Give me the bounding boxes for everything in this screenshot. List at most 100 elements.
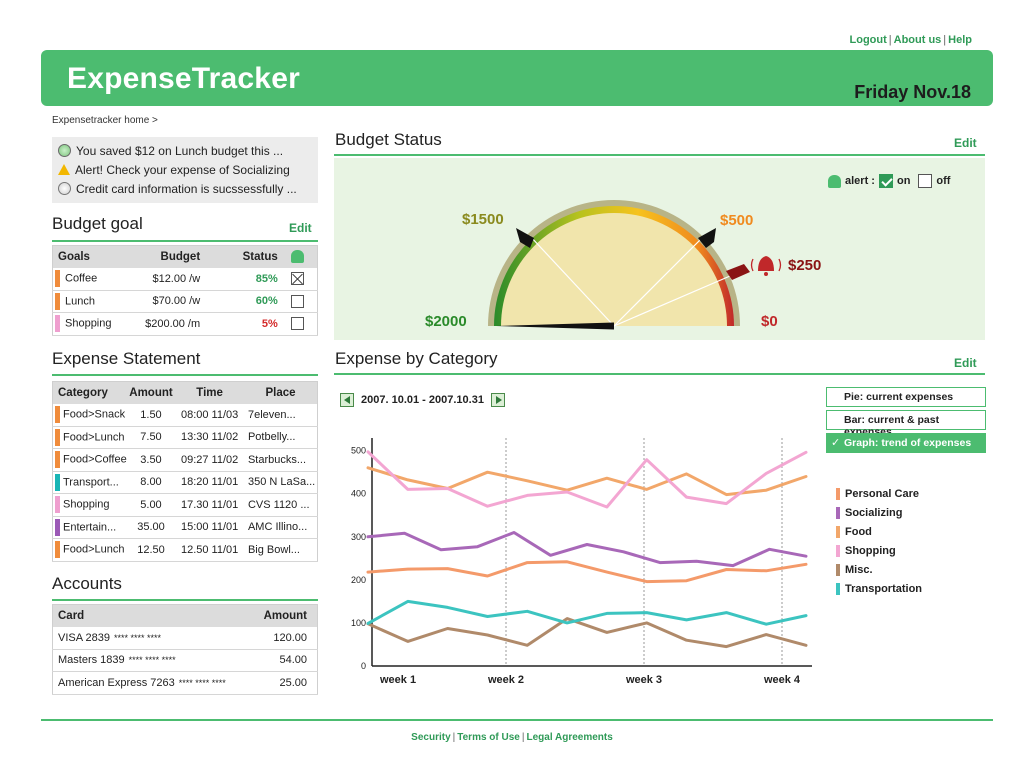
table-row[interactable]: Transport... 8.00 18:20 11/01 350 N LaSa... bbox=[52, 471, 318, 494]
gauge-label-500: $500 bbox=[720, 212, 753, 229]
separator: | bbox=[521, 732, 525, 743]
time-cell: 12.50 11/01 bbox=[175, 538, 244, 562]
budget-header: Budget bbox=[122, 245, 203, 268]
budget-goal-title: Budget goal bbox=[52, 214, 143, 233]
amount-cell: 7.50 bbox=[126, 426, 176, 449]
card-mask: **** **** **** bbox=[114, 632, 162, 643]
legend-item: Transportation bbox=[836, 579, 922, 598]
legend-swatch bbox=[836, 544, 840, 557]
logo[interactable]: ExpenseTracker bbox=[67, 62, 300, 95]
divider bbox=[334, 154, 985, 156]
category-cell: Food>Snack bbox=[52, 403, 127, 427]
status-header: Status bbox=[202, 245, 278, 268]
card-name: American Express 7263 bbox=[58, 676, 175, 689]
legend-swatch bbox=[836, 506, 840, 519]
notifications-panel: You saved $12 on Lunch budget this ... A… bbox=[52, 137, 318, 203]
legend-label: Transportation bbox=[845, 582, 923, 595]
prev-period-button[interactable] bbox=[340, 393, 354, 407]
time-cell: 18:20 11/01 bbox=[175, 471, 244, 494]
card-cell: Masters 1839 **** **** **** bbox=[52, 649, 248, 672]
table-row[interactable]: Masters 1839 **** **** **** 54.00 bbox=[52, 649, 318, 672]
gauge-face bbox=[501, 213, 727, 326]
budget-status-edit-link[interactable]: Edit bbox=[954, 136, 977, 150]
alert-checkbox[interactable] bbox=[290, 294, 304, 308]
table-row[interactable]: Food>Snack 1.50 08:00 11/03 7eleven... bbox=[52, 403, 318, 427]
amount-cell: 3.50 bbox=[126, 448, 176, 472]
table-row[interactable]: Shopping $200.00 /m 5% bbox=[52, 312, 318, 336]
amount-cell: 54.00 bbox=[247, 649, 318, 672]
view-bar-button[interactable]: Bar: current & past expenses bbox=[826, 410, 986, 438]
table-row[interactable]: Entertain... 35.00 15:00 11/01 AMC Illino..… bbox=[52, 516, 318, 539]
table-row[interactable]: Food>Lunch 7.50 13:30 11/02 Potbelly... bbox=[52, 426, 318, 449]
amount-cell: 12.50 bbox=[126, 538, 176, 562]
category-name: Food>Lunch bbox=[63, 431, 125, 444]
series-line bbox=[366, 617, 808, 649]
alert-checkbox[interactable] bbox=[290, 317, 304, 331]
legal-link[interactable]: Legal Agreements bbox=[526, 732, 613, 743]
amount-cell: 8.00 bbox=[126, 471, 176, 494]
notification-item[interactable]: Credit card information is sucssessfully… bbox=[58, 179, 312, 198]
card-mask: **** **** **** bbox=[178, 677, 226, 688]
view-graph-button[interactable]: Graph: trend of expenses bbox=[826, 433, 986, 453]
bell-icon bbox=[828, 174, 841, 188]
place-cell: AMC Illino... bbox=[243, 516, 318, 539]
category-cell: Food>Lunch bbox=[52, 426, 127, 449]
smile-icon bbox=[58, 144, 71, 157]
goal-name: Coffee bbox=[65, 272, 98, 285]
expense-statement-title: Expense Statement bbox=[52, 349, 201, 368]
notification-text: Alert! Check your expense of Socializing bbox=[75, 162, 290, 177]
budget-goal-edit-link[interactable]: Edit bbox=[289, 221, 312, 235]
legend-swatch bbox=[836, 563, 840, 576]
category-header: Category bbox=[52, 381, 127, 404]
legend-label: Misc. bbox=[845, 563, 873, 576]
notification-text: Credit card information is sucssessfully… bbox=[76, 181, 297, 196]
time-cell: 17.30 11/01 bbox=[175, 493, 244, 517]
table-row[interactable]: Shopping 5.00 17.30 11/01 CVS 1120 ... bbox=[52, 493, 318, 517]
place-cell: Starbucks... bbox=[243, 448, 318, 472]
budget-status-panel: $1500 $500 $250 $2000 $0 bbox=[334, 158, 985, 340]
budget-gauge: $1500 $500 $250 $2000 $0 bbox=[425, 200, 821, 330]
category-color-swatch bbox=[55, 406, 60, 423]
x-tick-label: week 3 bbox=[625, 674, 662, 686]
category-color-swatch bbox=[55, 270, 60, 287]
goal-cell: Shopping bbox=[52, 312, 123, 336]
category-cell: Transport... bbox=[52, 471, 127, 494]
table-row[interactable]: Food>Lunch 12.50 12.50 11/01 Big Bowl... bbox=[52, 538, 318, 562]
notification-item[interactable]: Alert! Check your expense of Socializing bbox=[58, 160, 312, 179]
y-tick-label: 200 bbox=[351, 575, 366, 585]
goals-header: Goals bbox=[52, 245, 123, 268]
help-link[interactable]: Help bbox=[948, 34, 972, 46]
about-link[interactable]: About us bbox=[893, 34, 942, 46]
table-row[interactable]: American Express 7263 **** **** **** 25.00 bbox=[52, 671, 318, 695]
view-pie-button[interactable]: Pie: current expenses bbox=[826, 387, 986, 407]
amount-cell: 1.50 bbox=[126, 403, 176, 427]
legend-label: Personal Care bbox=[845, 487, 919, 500]
legend-item: Personal Care bbox=[836, 484, 922, 503]
notification-item[interactable]: You saved $12 on Lunch budget this ... bbox=[58, 141, 312, 160]
budget-cell: $200.00 /m bbox=[122, 312, 203, 336]
alert-toggle-group: alert : on off bbox=[828, 174, 950, 188]
security-link[interactable]: Security bbox=[411, 732, 451, 743]
table-row[interactable]: VISA 2839 **** **** **** 120.00 bbox=[52, 626, 318, 650]
alert-on-checkbox[interactable] bbox=[878, 174, 893, 188]
table-row[interactable]: Lunch $70.00 /w 60% bbox=[52, 290, 318, 313]
gauge-tick-line bbox=[529, 235, 615, 327]
logout-link[interactable]: Logout bbox=[849, 34, 887, 46]
table-row[interactable]: Food>Coffee 3.50 09:27 11/02 Starbucks... bbox=[52, 448, 318, 472]
alert-off-checkbox[interactable] bbox=[918, 174, 933, 188]
alert-checkbox[interactable] bbox=[290, 272, 304, 285]
table-row[interactable]: Coffee $12.00 /w 85% bbox=[52, 267, 318, 291]
top-links: Logout | About us | Help bbox=[800, 34, 973, 46]
expense-by-category-edit-link[interactable]: Edit bbox=[954, 356, 977, 370]
breadcrumb[interactable]: Expensetracker home > bbox=[52, 115, 158, 126]
place-cell: Big Bowl... bbox=[243, 538, 318, 562]
card-header: Card bbox=[52, 604, 248, 627]
status-cell: 60% bbox=[202, 290, 278, 313]
next-period-button[interactable] bbox=[490, 393, 505, 407]
legend-item: Socializing bbox=[836, 503, 922, 522]
series-line bbox=[366, 560, 808, 584]
goal-cell: Lunch bbox=[52, 290, 123, 313]
terms-link[interactable]: Terms of Use bbox=[457, 732, 520, 743]
amount-cell: 25.00 bbox=[247, 671, 318, 695]
table-header-row: Category Amount Time Place bbox=[52, 381, 318, 404]
